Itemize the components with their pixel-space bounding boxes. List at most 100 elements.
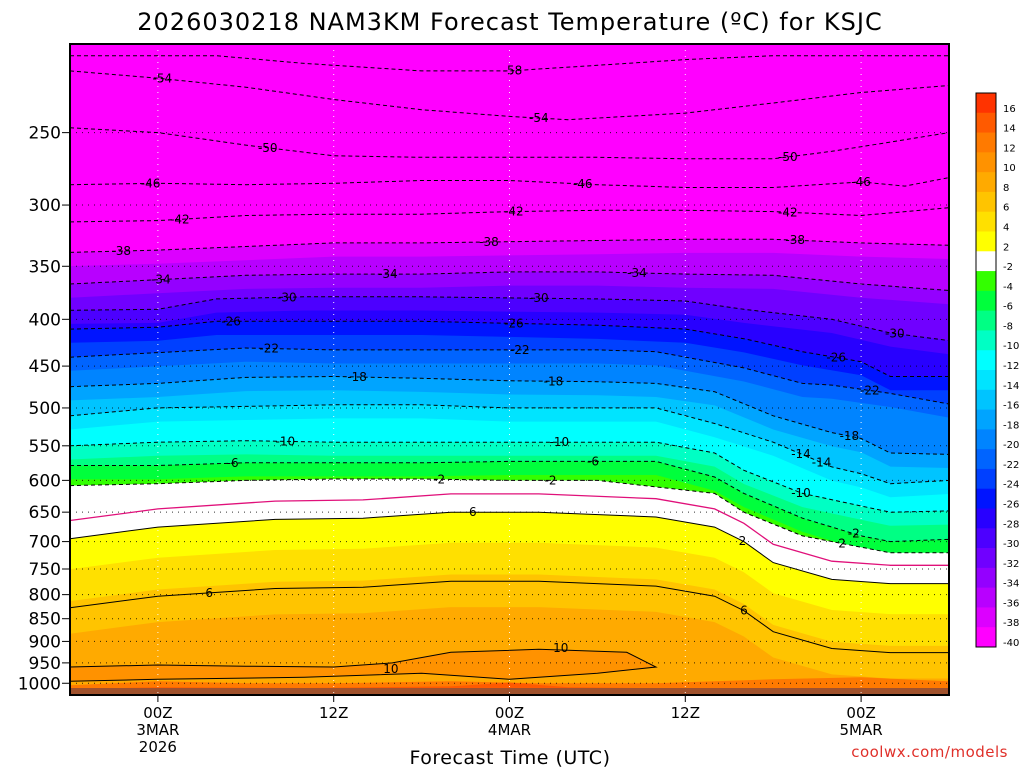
y-tick-label: 750 — [29, 560, 61, 580]
contour-label: -6 — [227, 456, 239, 470]
y-tick-label: 900 — [29, 632, 61, 652]
colorbar-swatch — [976, 93, 996, 114]
x-tick-label: 5MAR — [840, 721, 883, 739]
colorbar-frame — [975, 92, 997, 648]
contour-label: -10 — [276, 434, 296, 448]
colorbar-swatch — [976, 231, 996, 252]
y-tick-label: 450 — [29, 357, 61, 377]
credit-text: coolwx.com/models — [851, 743, 1008, 761]
y-tick-label: 250 — [29, 124, 61, 144]
y-tick-label: 600 — [29, 471, 61, 491]
contour-label-extra: -2 — [545, 473, 557, 487]
colorbar-swatch — [976, 468, 996, 490]
colorbar-label: -20 — [1003, 440, 1019, 451]
colorbar-swatch — [976, 548, 996, 569]
contour-label-extra: -34 — [627, 266, 647, 280]
contour-label-extra: 6 — [469, 505, 477, 519]
y-tick-label: 550 — [29, 437, 61, 457]
y-axis: 2503003504004505005506006507007508008509… — [18, 124, 70, 694]
colorbar-label: 8 — [1003, 183, 1009, 194]
x-tick-label: 12Z — [319, 704, 348, 722]
colorbar-swatch — [976, 310, 996, 331]
contour-label: -30 — [277, 290, 297, 304]
colorbar-label: -36 — [1003, 598, 1019, 609]
colorbar-label: -22 — [1003, 460, 1019, 471]
x-tick-label: 00Z — [495, 704, 524, 722]
contour-label: -2 — [433, 472, 445, 486]
contour-label-extra: -34 — [151, 273, 171, 287]
contour-label-group: -18 — [347, 370, 367, 384]
colorbar-swatch — [976, 370, 996, 391]
contour-label-group: 2 — [739, 534, 747, 548]
contour-label-extra: -54 — [152, 72, 172, 86]
contour-label-group: -38 — [479, 235, 499, 249]
contour-label-extra: -10 — [550, 435, 570, 449]
y-tick-label: 300 — [29, 196, 61, 216]
contour-label-group: -34 — [378, 267, 398, 281]
colorbar-swatch — [976, 508, 996, 529]
contour-line — [69, 511, 949, 585]
contour-label-extra: -22 — [860, 383, 880, 397]
grid — [70, 44, 949, 695]
colorbar-label: -28 — [1003, 519, 1019, 530]
colorbar-label: -8 — [1003, 321, 1013, 332]
colorbar: 16 14 12 10 8 6 4 2 -2 -4 -6 -8 -10 -12 -14 -16 -18 -20 -2… — [975, 92, 1019, 649]
y-tick-label: 700 — [29, 533, 61, 553]
colorbar-label: -34 — [1003, 579, 1019, 590]
colorbar-swatch — [976, 271, 996, 292]
surface-strip — [70, 687, 949, 695]
contour-line-10 — [69, 648, 658, 682]
contour-label: -42 — [504, 205, 524, 219]
contour-label-10: 10 — [553, 641, 568, 655]
colorbar-swatch — [976, 132, 996, 153]
x-tick-label: 2026 — [139, 738, 177, 756]
colorbar-label: -2 — [1003, 262, 1013, 273]
colorbar-label: 2 — [1003, 242, 1009, 253]
colorbar-swatch — [976, 350, 996, 371]
contour-label-group: -50 — [778, 150, 798, 164]
colorbar-label: -40 — [1003, 638, 1019, 649]
y-tick-label: 800 — [29, 586, 61, 606]
contour-line-6 — [69, 580, 949, 654]
contour-label-extra: -50 — [258, 141, 278, 155]
colorbar-label: 14 — [1003, 124, 1016, 135]
colorbar-label: -16 — [1003, 401, 1019, 412]
contour-label-group: -46 — [851, 175, 871, 189]
contour-label-extra: 6 — [740, 604, 748, 618]
colorbar-swatch — [976, 172, 996, 193]
colorbar-swatch — [976, 607, 996, 628]
colorbar-label: -4 — [1003, 282, 1013, 293]
contour-label-extra: -14 — [791, 447, 811, 461]
colorbar-swatch — [976, 429, 996, 450]
contour-line — [70, 55, 949, 72]
contour-label: -14 — [812, 456, 832, 470]
colorbar-swatch — [976, 152, 996, 173]
colorbar-swatch — [976, 449, 996, 470]
colorbar-swatch — [976, 567, 996, 589]
contour-label-10: 10 — [383, 662, 398, 676]
contour-line — [69, 375, 950, 455]
colorbar-swatch — [976, 627, 996, 648]
colorbar-label: -6 — [1003, 302, 1013, 313]
y-tick-label: 650 — [29, 503, 61, 523]
contour-label-group: -22 — [510, 343, 530, 357]
colorbar-swatch — [976, 211, 996, 232]
colorbar-swatch — [976, 112, 996, 133]
colorbar-label: -18 — [1003, 420, 1019, 431]
contour-label-group: -54 — [529, 111, 549, 125]
y-tick-label: 500 — [29, 399, 61, 419]
contour-line — [69, 127, 950, 160]
y-tick-label: 950 — [29, 654, 61, 674]
colorbar-swatch — [976, 528, 996, 549]
contour-label: -58 — [503, 64, 523, 78]
contour-label: 2 — [739, 534, 747, 548]
x-axis-label: Forecast Time (UTC) — [410, 747, 611, 768]
contour-label: -50 — [778, 150, 798, 164]
contour-label-group: -42 — [504, 205, 524, 219]
colorbar-label: -30 — [1003, 539, 1019, 550]
contours: -58-54-50-46-42-38-34-30-26-22-18-14-10-… — [69, 55, 950, 682]
y-tick-label: 350 — [29, 257, 61, 277]
contour-label-extra: -42 — [778, 205, 798, 219]
